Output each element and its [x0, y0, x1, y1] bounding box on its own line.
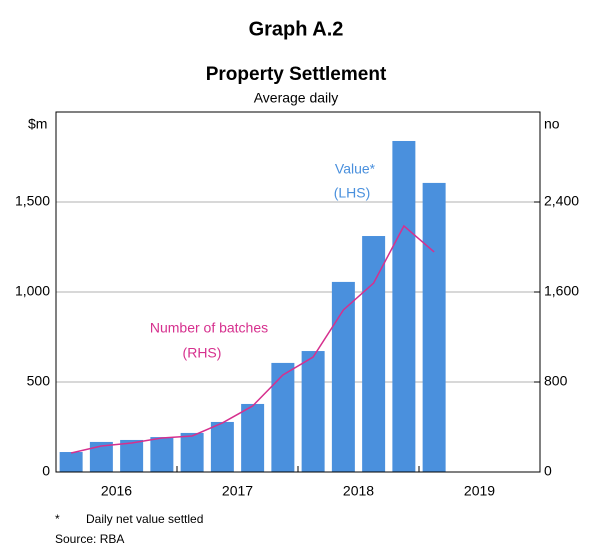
- annotation: Number of batches: [150, 320, 268, 336]
- y2-tick-label: 0: [544, 463, 552, 479]
- y-tick-label: 1,000: [15, 283, 50, 299]
- y-tick-label: 1,500: [15, 193, 50, 209]
- annotation: (RHS): [183, 345, 222, 361]
- y-tick-label: 500: [27, 373, 51, 389]
- bar: [241, 403, 265, 472]
- x-tick-label: 2019: [464, 483, 495, 499]
- bar: [331, 281, 355, 472]
- plot-frame: [55, 111, 541, 473]
- bar: [271, 362, 295, 472]
- y-axis-label: $m: [28, 116, 47, 132]
- annotation: Value*: [335, 161, 376, 177]
- annotation: (LHS): [334, 185, 371, 201]
- x-tick-label: 2017: [222, 483, 253, 499]
- source: Source: RBA: [55, 532, 124, 546]
- bar: [89, 441, 113, 472]
- chart-title: Graph A.2: [249, 18, 344, 40]
- y2-axis-label: no: [544, 116, 560, 132]
- bar: [422, 182, 446, 473]
- bar: [392, 140, 416, 473]
- bar: [301, 351, 325, 472]
- y-tick-label: 0: [42, 463, 50, 479]
- x-tick-label: 2016: [101, 483, 132, 499]
- x-tick-label: 2018: [343, 483, 374, 499]
- bar: [362, 236, 386, 472]
- chart-subtitle: Property Settlement: [206, 64, 387, 85]
- bar: [59, 452, 83, 472]
- bar: [150, 437, 174, 472]
- bar: [120, 439, 144, 472]
- line: [70, 224, 435, 454]
- bar: [210, 421, 234, 472]
- y2-tick-label: 1,600: [544, 283, 579, 299]
- footnote-mark: *: [55, 512, 60, 526]
- y2-tick-label: 2,400: [544, 193, 579, 209]
- chart-subtitle2: Average daily: [254, 90, 339, 106]
- y2-tick-label: 800: [544, 373, 568, 389]
- footnote: Daily net value settled: [86, 512, 203, 526]
- bar: [180, 432, 204, 472]
